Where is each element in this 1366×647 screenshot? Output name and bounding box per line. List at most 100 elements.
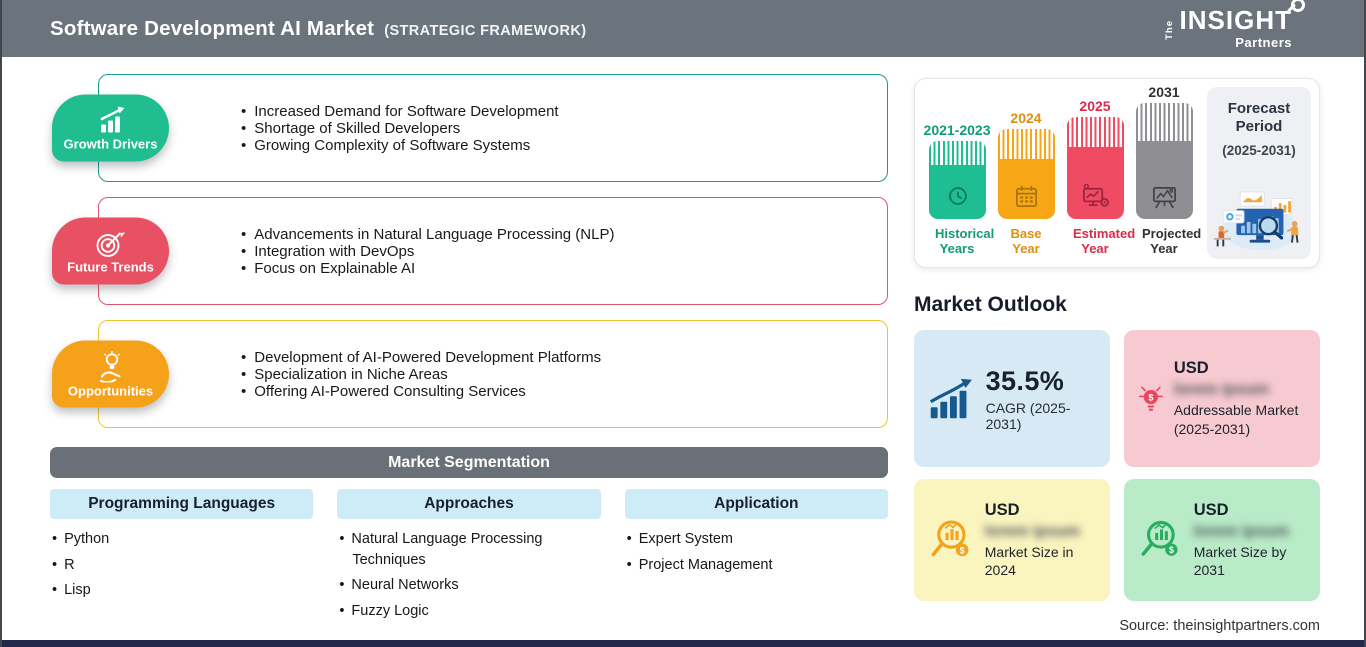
card-text: USD lorem ipsum Market Size in 2024 xyxy=(985,501,1096,580)
market-outlook-cards: 35.5% CAGR (2025-2031) $ USD xyxy=(914,330,1320,601)
bulb-hand-icon xyxy=(99,350,121,382)
opportunities-box: Opportunities Development of AI-Powered … xyxy=(52,320,888,428)
bar-year: 2025 xyxy=(1079,97,1111,114)
growth-bars-icon xyxy=(929,378,972,418)
bar-label: Projected Year xyxy=(1142,225,1202,257)
list-item: Shortage of Skilled Developers xyxy=(241,120,875,137)
card-text: USD lorem ipsum Market Size by 2031 xyxy=(1194,501,1306,580)
bar-stripes xyxy=(1066,116,1124,147)
forecast-period-panel: Forecast Period (2025-2031) xyxy=(1207,87,1311,259)
bulb-dollar-icon: $ xyxy=(1138,386,1163,411)
bar-label: Estimated Year xyxy=(1073,225,1136,257)
list-item: Increased Demand for Software Developmen… xyxy=(241,103,875,120)
bar xyxy=(928,140,986,219)
list-item: R xyxy=(52,555,313,576)
growth-drivers-pill: Growth Drivers xyxy=(52,94,169,162)
segment-header: Programming Languages xyxy=(50,489,314,519)
growth-chart-icon xyxy=(99,106,124,132)
growth-drivers-box: Growth Drivers Increased Demand for Soft… xyxy=(52,74,888,182)
market-size-2031-card: $ USD lorem ipsum Market Size by 2031 xyxy=(1124,479,1320,601)
future-trends-pill: Future Trends xyxy=(52,217,169,285)
list-item: Specialization in Niche Areas xyxy=(241,366,875,383)
bar-year: 2021-2023 xyxy=(923,121,991,138)
currency-label: USD xyxy=(1173,359,1209,378)
page-subtitle: (STRATEGIC FRAMEWORK) xyxy=(384,22,587,39)
segment-column-approaches: Approaches Natural Language Processing T… xyxy=(337,489,601,626)
magnifier-chart-icon: $ xyxy=(931,520,969,557)
market-outlook-title: Market Outlook xyxy=(914,293,1067,316)
market-segmentation: Market Segmentation Programming Language… xyxy=(50,447,888,626)
bar-label: Historical Years xyxy=(935,225,995,257)
segmentation-title-bar: Market Segmentation xyxy=(50,447,888,478)
bar-stripes xyxy=(1135,102,1193,141)
list-item: Python xyxy=(52,529,313,550)
svg-text:$: $ xyxy=(1169,545,1174,555)
list-item: Offering AI-Powered Consulting Services xyxy=(241,383,875,400)
future-trends-list: Advancements in Natural Language Process… xyxy=(241,226,875,277)
segment-list: Expert System Project Management xyxy=(627,529,888,575)
svg-text:$: $ xyxy=(1148,392,1153,402)
calendar-icon xyxy=(1015,185,1037,207)
list-item: Growing Complexity of Software Systems xyxy=(241,137,875,154)
drivers-column: Growth Drivers Increased Demand for Soft… xyxy=(52,74,888,443)
currency-label: USD xyxy=(984,500,1020,519)
blurred-value: lorem ipsum xyxy=(984,522,1080,540)
logo-the: The xyxy=(1163,20,1175,40)
forecast-title: Forecast Period xyxy=(1227,100,1291,135)
currency-label: USD xyxy=(1193,500,1229,519)
bar-year: 2031 xyxy=(1148,83,1180,100)
logo-tagline: Partners xyxy=(1235,35,1292,50)
blurred-value: lorem ipsum xyxy=(1173,381,1269,399)
bar-stripes xyxy=(997,128,1055,159)
opportunities-pill: Opportunities xyxy=(52,340,169,408)
svg-text:$: $ xyxy=(960,545,965,555)
bar-stripes xyxy=(928,140,986,165)
list-item: Expert System xyxy=(627,529,888,550)
target-dart-icon xyxy=(96,231,125,257)
right-column: 2021-2023 Historical Years 2024 xyxy=(914,78,1320,634)
analysis-monitor-icon xyxy=(1082,183,1109,207)
opportunities-list: Development of AI-Powered Development Pl… xyxy=(241,349,875,400)
bar xyxy=(1135,102,1193,219)
timeline-bar-projected: 2031 Projected Year xyxy=(1134,83,1202,257)
list-item: Fuzzy Logic xyxy=(339,601,600,622)
card-label: Market Size by 2031 xyxy=(1193,543,1287,578)
analytics-illustration xyxy=(1213,191,1299,251)
list-item: Lisp xyxy=(52,580,313,601)
market-size-2024-card: $ USD lorem ipsum Market Size in 2024 xyxy=(914,479,1110,601)
growth-drivers-label: Growth Drivers xyxy=(63,136,158,151)
magnifier-icon xyxy=(1291,0,1305,12)
timeline-bar-historical: 2021-2023 Historical Years xyxy=(924,122,995,257)
timeline-bar-base: 2024 xyxy=(996,110,1056,257)
logo-name: INSIGHT xyxy=(1179,5,1292,35)
list-item: Development of AI-Powered Development Pl… xyxy=(241,349,875,366)
card-text: 35.5% CAGR (2025-2031) xyxy=(986,366,1096,432)
segment-header: Approaches xyxy=(337,489,601,519)
list-item: Integration with DevOps xyxy=(241,243,875,260)
list-item: Advancements in Natural Language Process… xyxy=(241,226,875,243)
cagr-value: 35.5% xyxy=(985,365,1065,396)
future-trends-label: Future Trends xyxy=(67,259,154,274)
bar xyxy=(997,128,1055,219)
segment-header: Application xyxy=(624,489,888,519)
bar-label: Base Year xyxy=(1010,225,1042,257)
growth-drivers-list: Increased Demand for Software Developmen… xyxy=(241,103,875,154)
list-item: Project Management xyxy=(627,555,888,576)
timeline-bar-estimated: 2025 Estimated Year xyxy=(1065,97,1136,257)
card-text: USD lorem ipsum Addressable Market (2025… xyxy=(1174,359,1306,438)
blurred-value: lorem ipsum xyxy=(1193,522,1289,540)
bar-year: 2024 xyxy=(1010,109,1042,126)
opportunities-label: Opportunities xyxy=(67,383,154,398)
page-title: Software Development AI Market xyxy=(50,16,375,40)
list-item: Natural Language Processing Techniques xyxy=(339,529,600,570)
addressable-market-card: $ USD lorem ipsum Addressable Market (20… xyxy=(1124,330,1320,467)
projection-screen-icon xyxy=(1152,186,1176,209)
forecast-range: (2025-2031) xyxy=(1222,143,1296,158)
future-trends-box: Future Trends Advancements in Natural La… xyxy=(52,197,888,305)
card-label: Market Size in 2024 xyxy=(984,543,1074,578)
list-item: Neural Networks xyxy=(339,575,600,596)
bar xyxy=(1066,116,1124,219)
header: Software Development AI Market (STRATEGI… xyxy=(2,0,1364,57)
list-item: Focus on Explainable AI xyxy=(241,260,875,277)
